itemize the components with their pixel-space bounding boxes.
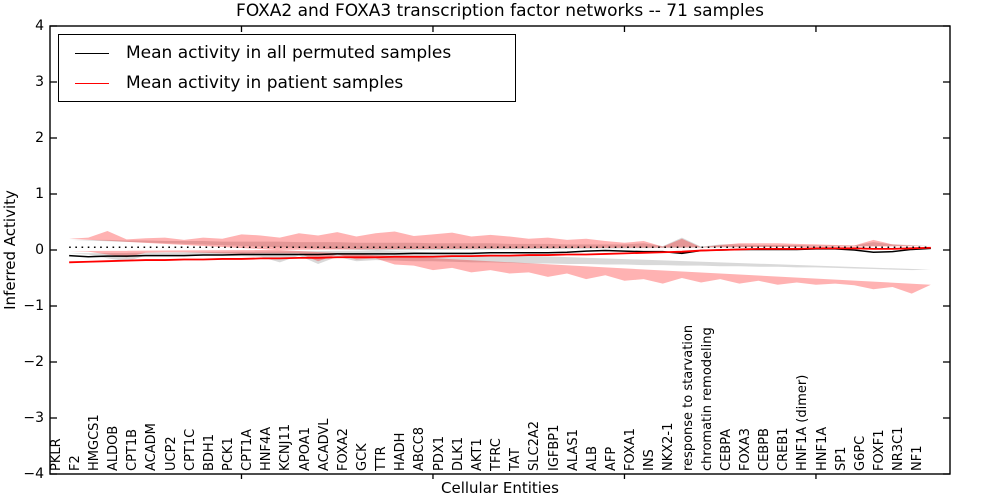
x-category-label: HNF1A [814, 426, 830, 471]
x-category-label: SLC2A2 [527, 420, 543, 471]
x-category-label: ACADM [144, 423, 160, 471]
x-category-label: ACADVL [316, 418, 332, 471]
x-category-label: PDX1 [431, 435, 447, 471]
x-category-label: TFRC [489, 438, 505, 471]
x-category-label: SP1 [833, 446, 849, 471]
x-category-label: GCK [355, 443, 371, 471]
y-tick-label: −1 [23, 298, 44, 314]
y-tick-label: −3 [23, 410, 44, 426]
x-category-label: HNF4A [259, 426, 275, 471]
x-category-label: APOA1 [297, 427, 313, 471]
x-category-label: HMGCS1 [86, 414, 102, 471]
x-category-label: BDH1 [201, 434, 217, 471]
x-category-label: TAT [508, 448, 524, 471]
x-category-label: CEBPB [757, 428, 773, 471]
y-tick-label: 3 [35, 74, 44, 90]
y-tick-label: 2 [35, 130, 44, 146]
x-category-label: PCK1 [220, 437, 236, 471]
x-category-label: response to starvation [680, 324, 696, 471]
permuted-confidence-band [69, 237, 931, 271]
x-category-label: PKLR [48, 438, 64, 471]
x-category-label: F2 [67, 455, 83, 471]
chart-title: FOXA2 and FOXA3 transcription factor net… [236, 1, 764, 21]
x-category-label: DLK1 [450, 436, 466, 471]
y-tick-label: −2 [23, 354, 44, 370]
x-category-label: ALDOB [106, 425, 122, 471]
x-category-label: HADH [393, 432, 409, 471]
x-category-label: KCNJ11 [278, 424, 294, 471]
x-category-label: FOXA2 [335, 428, 351, 471]
legend-entry-permuted: Mean activity in all permuted samples [67, 40, 507, 66]
legend-entry-patient: Mean activity in patient samples [67, 70, 507, 96]
x-category-label: ALB [584, 445, 600, 471]
patient-mean-line [69, 246, 931, 264]
x-category-label: ABCC8 [412, 426, 428, 471]
x-category-label: CPT1C [182, 428, 198, 471]
x-category-label: AFP [603, 446, 619, 471]
x-category-label: FOXF1 [872, 429, 888, 471]
legend-label-permuted: Mean activity in all permuted samples [126, 43, 452, 63]
x-category-label: INS [642, 449, 658, 471]
permuted-line-swatch [75, 52, 109, 54]
patient-line-swatch [75, 82, 109, 84]
y-tick-label: 4 [35, 18, 44, 34]
x-category-label: TTR [374, 446, 390, 471]
y-tick-label: 1 [35, 186, 44, 202]
x-axis-label: Cellular Entities [441, 479, 559, 497]
x-category-label: NF1 [910, 445, 926, 471]
x-category-label: FOXA1 [623, 428, 639, 471]
x-category-label: NKX2-1 [661, 422, 677, 471]
x-category-label: CPT1A [240, 428, 256, 471]
x-category-label: FOXA3 [738, 428, 753, 471]
x-category-label: IGFBP1 [546, 424, 562, 471]
x-category-label: chromatin remodeling [699, 327, 715, 471]
legend-label-patient: Mean activity in patient samples [126, 73, 404, 93]
x-category-label: CREB1 [776, 427, 792, 471]
x-category-label: HNF1A (dimer) [795, 374, 811, 471]
y-tick-label: −4 [23, 466, 44, 482]
x-category-label: AKT1 [469, 438, 485, 471]
x-category-label: G6PC [852, 435, 868, 471]
x-category-label: UCP2 [163, 436, 179, 471]
legend: Mean activity in all permuted samples Me… [58, 34, 516, 102]
patient-confidence-band [69, 230, 931, 294]
y-tick-label: 0 [35, 242, 44, 258]
x-category-label: CEBPA [718, 428, 734, 471]
x-category-label: CPT1B [125, 428, 141, 471]
x-category-label: ALAS1 [565, 429, 581, 471]
x-category-label: NR3C1 [891, 426, 907, 471]
